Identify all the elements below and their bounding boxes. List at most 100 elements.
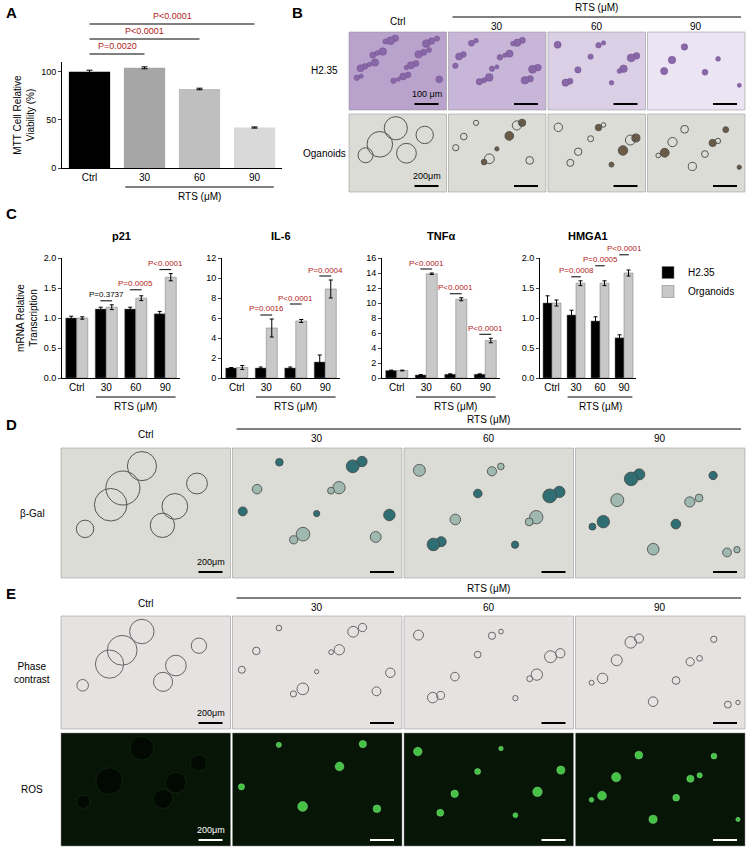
svg-text:P=0.0016: P=0.0016 bbox=[249, 304, 284, 313]
svg-text:1.0: 1.0 bbox=[522, 313, 535, 323]
svg-text:200μm: 200μm bbox=[197, 708, 225, 718]
svg-text:p21: p21 bbox=[112, 230, 131, 242]
svg-text:Ctrl: Ctrl bbox=[229, 382, 245, 393]
svg-text:60: 60 bbox=[483, 433, 495, 444]
svg-text:RTS (μM): RTS (μM) bbox=[575, 2, 618, 13]
svg-text:2.0: 2.0 bbox=[44, 253, 57, 263]
svg-text:P<0.0001: P<0.0001 bbox=[153, 11, 192, 21]
svg-text:90: 90 bbox=[654, 433, 666, 444]
svg-text:30: 30 bbox=[570, 382, 582, 393]
svg-text:90: 90 bbox=[480, 382, 492, 393]
svg-text:D: D bbox=[6, 416, 17, 433]
svg-text:4: 4 bbox=[371, 343, 376, 353]
svg-text:60: 60 bbox=[591, 21, 603, 32]
svg-text:RTS (μM): RTS (μM) bbox=[114, 401, 157, 412]
svg-text:60: 60 bbox=[130, 382, 142, 393]
svg-text:2: 2 bbox=[211, 353, 216, 363]
svg-text:Phasecontrast: Phasecontrast bbox=[14, 661, 50, 685]
svg-text:14: 14 bbox=[366, 268, 376, 278]
svg-text:Oganoids: Oganoids bbox=[303, 148, 346, 159]
svg-text:mRNA RelativeTranscription: mRNA RelativeTranscription bbox=[15, 284, 39, 352]
svg-text:MTT Cell RelativeViability (%): MTT Cell RelativeViability (%) bbox=[12, 75, 36, 155]
svg-text:60: 60 bbox=[594, 382, 606, 393]
svg-text:ROS: ROS bbox=[21, 784, 43, 795]
svg-text:RTS (μM): RTS (μM) bbox=[434, 401, 477, 412]
svg-text:P<0.0001: P<0.0001 bbox=[148, 259, 183, 268]
svg-text:0: 0 bbox=[371, 373, 376, 383]
svg-text:RTS (μM): RTS (μM) bbox=[467, 583, 510, 594]
svg-text:90: 90 bbox=[654, 602, 666, 613]
svg-text:30: 30 bbox=[101, 382, 113, 393]
svg-text:8: 8 bbox=[371, 313, 376, 323]
svg-text:RTS (μM): RTS (μM) bbox=[467, 414, 510, 425]
svg-text:Ctrl: Ctrl bbox=[82, 172, 98, 183]
svg-text:2: 2 bbox=[371, 358, 376, 368]
svg-text:6: 6 bbox=[371, 328, 376, 338]
svg-text:C: C bbox=[6, 205, 17, 222]
svg-text:10: 10 bbox=[206, 273, 216, 283]
svg-text:1.5: 1.5 bbox=[522, 283, 535, 293]
svg-text:Ctrl: Ctrl bbox=[389, 382, 405, 393]
svg-text:HMGA1: HMGA1 bbox=[568, 230, 608, 242]
svg-text:β-Gal: β-Gal bbox=[20, 508, 45, 519]
svg-text:H2.35: H2.35 bbox=[688, 267, 715, 278]
svg-text:0.5: 0.5 bbox=[522, 343, 535, 353]
svg-text:Ctrl: Ctrl bbox=[390, 16, 406, 27]
svg-text:4: 4 bbox=[211, 333, 216, 343]
svg-text:30: 30 bbox=[261, 382, 273, 393]
svg-text:30: 30 bbox=[491, 21, 503, 32]
svg-text:P=0.0004: P=0.0004 bbox=[308, 266, 343, 275]
svg-text:30: 30 bbox=[421, 382, 433, 393]
svg-text:0: 0 bbox=[51, 163, 56, 173]
svg-text:12: 12 bbox=[366, 283, 376, 293]
svg-text:90: 90 bbox=[249, 172, 261, 183]
svg-text:E: E bbox=[6, 585, 16, 602]
svg-text:0.0: 0.0 bbox=[44, 373, 57, 383]
svg-text:P<0.0001: P<0.0001 bbox=[438, 283, 473, 292]
svg-text:P=0.0020: P=0.0020 bbox=[98, 41, 137, 51]
svg-text:IL-6: IL-6 bbox=[271, 230, 291, 242]
svg-text:P<0.0001: P<0.0001 bbox=[278, 294, 313, 303]
svg-text:P=0.3737: P=0.3737 bbox=[89, 290, 124, 299]
svg-text:2.0: 2.0 bbox=[522, 253, 535, 263]
svg-text:30: 30 bbox=[311, 433, 323, 444]
svg-text:60: 60 bbox=[483, 602, 495, 613]
svg-text:0: 0 bbox=[211, 373, 216, 383]
svg-text:60: 60 bbox=[290, 382, 302, 393]
svg-text:30: 30 bbox=[311, 602, 323, 613]
svg-text:200μm: 200μm bbox=[197, 825, 225, 835]
svg-text:RTS (μM): RTS (μM) bbox=[178, 191, 221, 202]
svg-text:12: 12 bbox=[206, 253, 216, 263]
svg-text:Ctrl: Ctrl bbox=[138, 429, 154, 440]
svg-text:60: 60 bbox=[450, 382, 462, 393]
svg-text:100: 100 bbox=[41, 67, 56, 77]
svg-text:200μm: 200μm bbox=[413, 171, 441, 181]
svg-text:RTS (μM): RTS (μM) bbox=[274, 401, 317, 412]
svg-text:P=0.0005: P=0.0005 bbox=[583, 255, 618, 264]
svg-text:90: 90 bbox=[618, 382, 630, 393]
svg-text:P<0.0001: P<0.0001 bbox=[607, 244, 642, 253]
svg-text:Organoids: Organoids bbox=[688, 286, 734, 297]
svg-text:0.0: 0.0 bbox=[522, 373, 535, 383]
svg-text:60: 60 bbox=[194, 172, 206, 183]
svg-text:1.0: 1.0 bbox=[44, 313, 57, 323]
svg-text:1.5: 1.5 bbox=[44, 283, 57, 293]
svg-text:10: 10 bbox=[366, 298, 376, 308]
svg-text:Ctrl: Ctrl bbox=[69, 382, 85, 393]
svg-text:100 μm: 100 μm bbox=[412, 89, 442, 99]
svg-text:Ctrl: Ctrl bbox=[544, 382, 560, 393]
svg-text:8: 8 bbox=[211, 293, 216, 303]
svg-text:P<0.0001: P<0.0001 bbox=[409, 259, 444, 268]
svg-text:H2.35: H2.35 bbox=[311, 65, 338, 76]
svg-text:90: 90 bbox=[690, 21, 702, 32]
svg-text:P<0.0001: P<0.0001 bbox=[468, 324, 503, 333]
svg-text:A: A bbox=[6, 4, 17, 21]
svg-text:P<0.0001: P<0.0001 bbox=[125, 26, 164, 36]
svg-text:P=0.0008: P=0.0008 bbox=[559, 266, 594, 275]
svg-text:P=0.0005: P=0.0005 bbox=[118, 279, 153, 288]
svg-text:RTS (μM): RTS (μM) bbox=[579, 401, 622, 412]
svg-text:200μm: 200μm bbox=[197, 557, 225, 567]
svg-text:B: B bbox=[292, 4, 303, 21]
svg-text:50: 50 bbox=[46, 115, 56, 125]
svg-text:0.5: 0.5 bbox=[44, 343, 57, 353]
